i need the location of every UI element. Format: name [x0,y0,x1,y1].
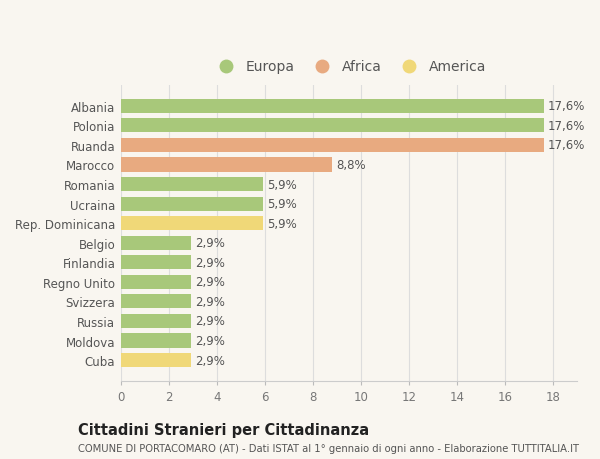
Text: 17,6%: 17,6% [548,100,586,113]
Legend: Europa, Africa, America: Europa, Africa, America [206,55,492,80]
Text: 5,9%: 5,9% [267,217,296,230]
Text: 5,9%: 5,9% [267,198,296,211]
Bar [121,256,191,270]
Text: 2,9%: 2,9% [195,295,225,308]
Text: 2,9%: 2,9% [195,256,225,269]
Bar [121,178,263,192]
Text: 2,9%: 2,9% [195,354,225,367]
Bar [121,314,191,328]
Bar [121,100,544,113]
Bar [121,197,263,211]
Text: 17,6%: 17,6% [548,139,586,152]
Text: 2,9%: 2,9% [195,237,225,250]
Text: 2,9%: 2,9% [195,334,225,347]
Bar [121,158,332,172]
Text: 8,8%: 8,8% [337,159,366,172]
Bar [121,295,191,309]
Text: 2,9%: 2,9% [195,315,225,328]
Bar [121,334,191,348]
Text: Cittadini Stranieri per Cittadinanza: Cittadini Stranieri per Cittadinanza [78,422,369,437]
Text: COMUNE DI PORTACOMARO (AT) - Dati ISTAT al 1° gennaio di ogni anno - Elaborazion: COMUNE DI PORTACOMARO (AT) - Dati ISTAT … [78,443,579,453]
Bar [121,139,544,152]
Bar [121,275,191,289]
Bar [121,236,191,250]
Text: 17,6%: 17,6% [548,120,586,133]
Bar [121,217,263,231]
Text: 5,9%: 5,9% [267,178,296,191]
Bar [121,119,544,133]
Text: 2,9%: 2,9% [195,276,225,289]
Bar [121,353,191,367]
